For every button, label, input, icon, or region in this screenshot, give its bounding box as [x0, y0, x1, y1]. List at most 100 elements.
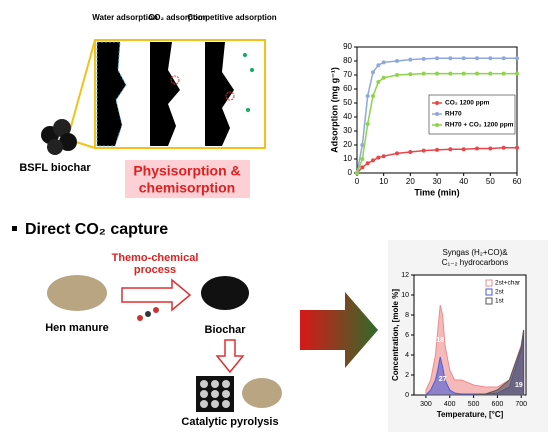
- point: [422, 57, 426, 61]
- x-tick-label: 20: [406, 177, 415, 186]
- x-tick-label: 40: [459, 177, 468, 186]
- point: [382, 76, 386, 80]
- point: [502, 56, 506, 60]
- y-tick-label: 2: [405, 372, 409, 379]
- point: [515, 56, 519, 60]
- biochar-image: [201, 276, 249, 310]
- point: [371, 70, 375, 74]
- point: [448, 56, 452, 60]
- point: [395, 151, 399, 155]
- panel-frame: [95, 40, 265, 148]
- x-tick-label: 30: [433, 177, 442, 186]
- sorption-text: chemisorption: [139, 180, 235, 196]
- point: [435, 72, 439, 76]
- point: [515, 146, 519, 150]
- point: [435, 56, 439, 60]
- annotation: 18: [436, 337, 444, 344]
- chart-title: Syngas (H₂+CO)&: [442, 248, 508, 257]
- point: [515, 72, 519, 76]
- legend-label: 2st: [495, 289, 504, 296]
- section-title: Direct CO₂ capture: [25, 221, 168, 238]
- y-tick-label: 4: [405, 352, 409, 359]
- legend-label: CO₂ 1200 ppm: [445, 100, 490, 107]
- y-tick-label: 0: [405, 392, 409, 399]
- molecule: [137, 307, 159, 321]
- y-axis-label: Adsorption (mg g⁻¹): [329, 67, 339, 153]
- biochar-label: Biochar: [205, 324, 247, 336]
- point: [376, 156, 380, 160]
- point: [448, 147, 452, 151]
- legend-marker: [435, 123, 439, 127]
- point: [408, 72, 412, 76]
- point: [382, 60, 386, 64]
- point: [462, 56, 466, 60]
- point: [360, 165, 364, 169]
- point: [376, 63, 380, 67]
- process-step: Themo-chemical: [112, 252, 199, 264]
- x-tick-label: 300: [420, 401, 432, 408]
- point: [435, 148, 439, 152]
- point: [462, 147, 466, 151]
- y-tick-label: 20: [343, 140, 352, 149]
- y-tick-label: 30: [343, 126, 352, 135]
- point: [395, 59, 399, 63]
- hen-manure-label: Hen manure: [45, 322, 109, 334]
- y-tick-label: 0: [348, 168, 353, 177]
- legend-label: RH70: [445, 111, 462, 118]
- point: [502, 72, 506, 76]
- biochar-label: BSFL biochar: [19, 162, 91, 174]
- y-tick-label: 6: [405, 332, 409, 339]
- x-tick-label: 700: [515, 401, 527, 408]
- zoom-line: [70, 40, 95, 130]
- mechanism-label: Competitive adsorption: [187, 13, 276, 22]
- x-tick-label: 500: [468, 401, 480, 408]
- y-tick-label: 70: [343, 70, 352, 79]
- point: [475, 147, 479, 151]
- x-tick-label: 600: [492, 401, 504, 408]
- y-tick-label: 60: [343, 84, 352, 93]
- point: [360, 157, 364, 161]
- point: [408, 150, 412, 154]
- point: [475, 56, 479, 60]
- point: [502, 146, 506, 150]
- feed-image: [242, 378, 282, 408]
- y-tick-label: 10: [343, 154, 352, 163]
- point: [448, 72, 452, 76]
- y-tick-label: 12: [401, 272, 409, 279]
- point: [371, 94, 375, 98]
- x-tick-label: 400: [444, 401, 456, 408]
- y-tick-label: 10: [401, 292, 409, 299]
- point: [395, 73, 399, 77]
- x-tick-label: 60: [513, 177, 522, 186]
- x-tick-label: 10: [379, 177, 388, 186]
- legend-label: RH70 + CO₂ 1200 ppm: [445, 122, 514, 129]
- x-axis-label: Temperature, [°C]: [437, 410, 504, 419]
- legend-marker: [435, 101, 439, 105]
- process-arrow: [122, 280, 190, 310]
- point: [382, 154, 386, 158]
- down-arrow: [217, 340, 243, 372]
- point: [488, 56, 492, 60]
- big-arrow: [300, 292, 378, 368]
- point: [355, 171, 359, 175]
- y-tick-label: 80: [343, 56, 352, 65]
- y-tick-label: 8: [405, 312, 409, 319]
- pyrolysis-label: Catalytic pyrolysis: [181, 416, 278, 428]
- chart-title: C₁₋₂ hydrocarbons: [442, 258, 509, 267]
- legend-label: 2st+char: [495, 280, 521, 287]
- hen-manure-image: [47, 275, 107, 311]
- legend-marker: [435, 112, 439, 116]
- point: [475, 72, 479, 76]
- point: [371, 158, 375, 162]
- point: [366, 161, 370, 165]
- catalyst-pores: [200, 380, 230, 408]
- point: [408, 58, 412, 62]
- point: [422, 149, 426, 153]
- x-axis-label: Time (min): [414, 187, 459, 197]
- y-axis-label: Concentration, [mole %]: [391, 289, 400, 381]
- annotation: 19: [515, 382, 523, 389]
- bullet: [12, 226, 17, 231]
- x-tick-label: 0: [355, 177, 360, 186]
- point: [366, 122, 370, 126]
- point: [422, 72, 426, 76]
